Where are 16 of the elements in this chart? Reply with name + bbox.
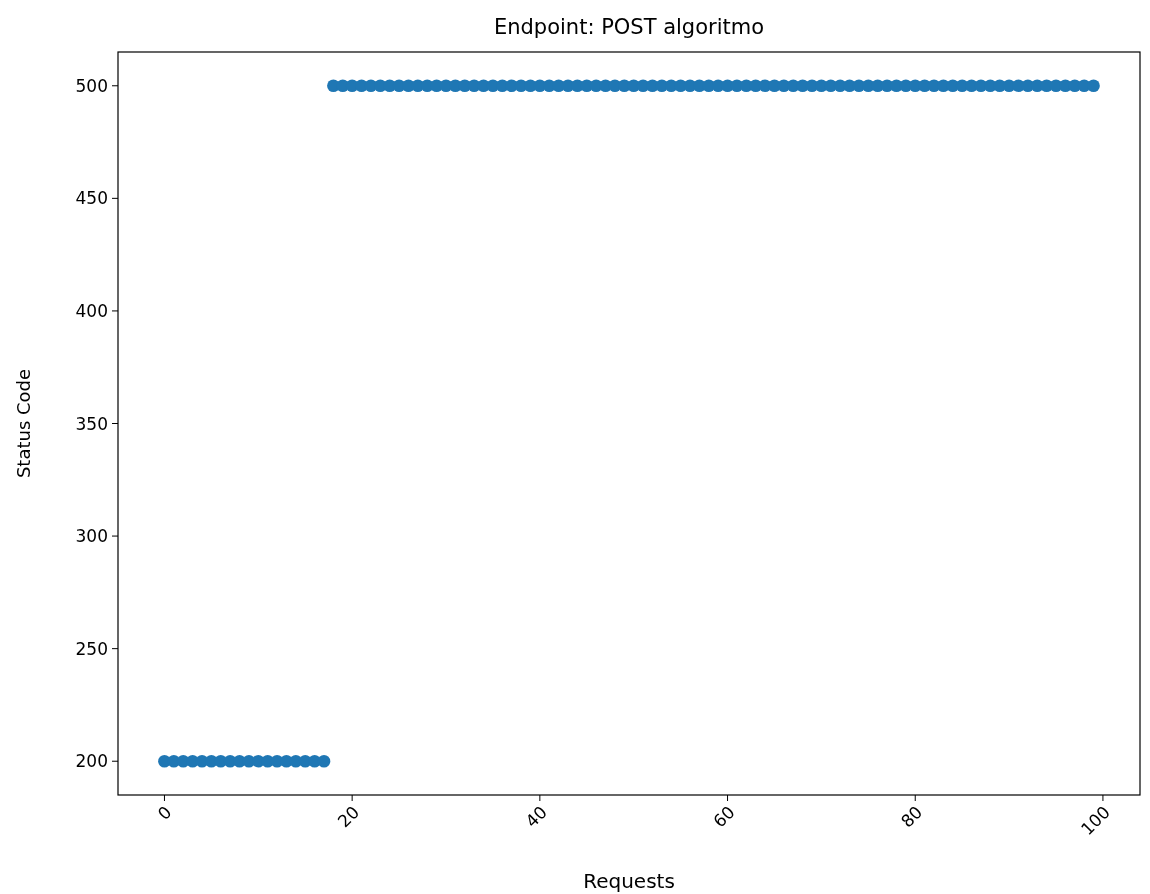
- x-tick-label: 60: [709, 801, 739, 832]
- y-tick-label: 200: [75, 751, 108, 772]
- y-tick-label: 300: [75, 526, 108, 547]
- y-tick-label: 400: [75, 300, 108, 321]
- y-tick-label: 500: [75, 75, 108, 96]
- x-tick-label: 0: [153, 801, 176, 824]
- x-axis-title: Requests: [583, 869, 675, 893]
- y-tick-label: 250: [75, 638, 108, 659]
- chart-title: Endpoint: POST algoritmo: [493, 15, 765, 39]
- y-axis-title: Status Code: [13, 368, 34, 479]
- x-tick-label: 80: [896, 801, 927, 832]
- x-tick-label: 100: [1076, 801, 1114, 840]
- x-tick-label: 40: [521, 801, 551, 832]
- x-tick-label: 20: [333, 801, 364, 832]
- y-tick-label: 350: [75, 413, 108, 434]
- y-tick-label: 450: [75, 188, 108, 209]
